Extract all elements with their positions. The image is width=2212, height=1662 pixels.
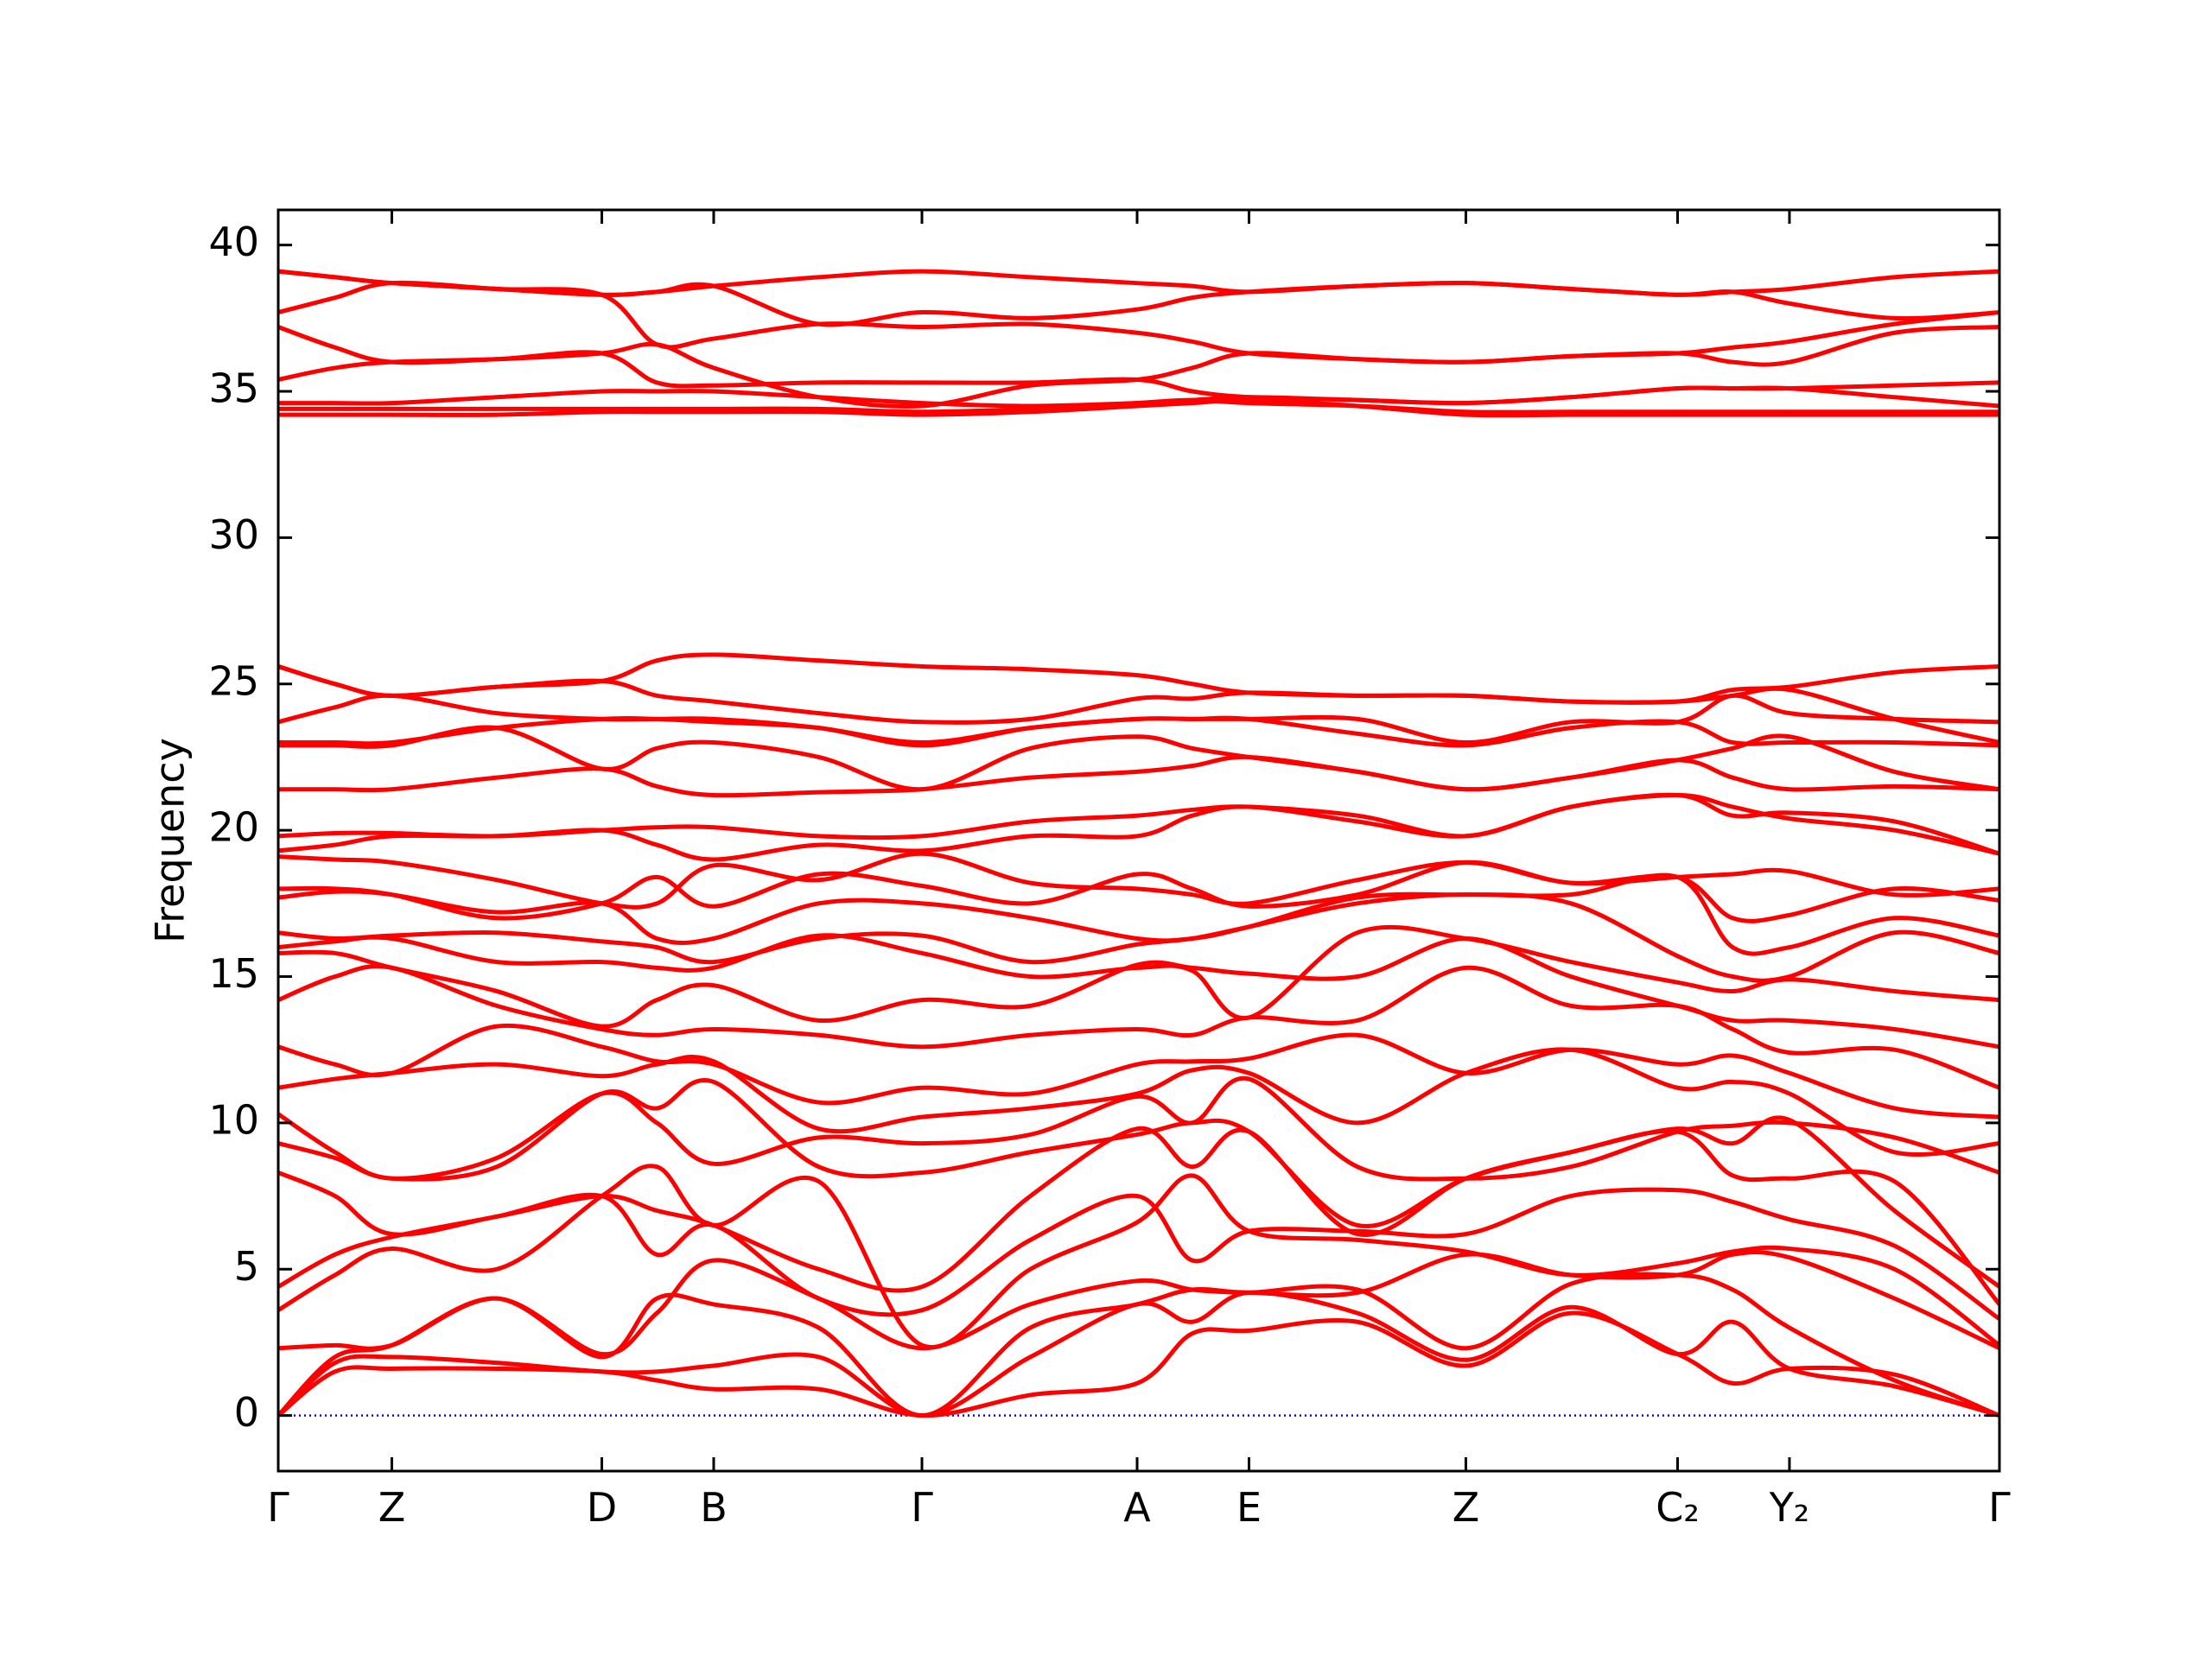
x-tick-label: Z <box>1452 1484 1480 1531</box>
x-tick-label: C₂ <box>1656 1484 1700 1531</box>
x-tick-label: D <box>587 1484 617 1531</box>
band-line <box>277 872 2000 956</box>
y-tick-label: 35 <box>208 365 259 412</box>
x-tick-label: E <box>1236 1484 1262 1531</box>
band-line <box>277 1023 2000 1120</box>
y-tick-label: 10 <box>208 1096 259 1143</box>
band-line <box>277 1078 2001 1289</box>
band-line <box>276 1187 2001 1321</box>
band-line <box>277 1047 2000 1157</box>
band-line <box>276 1310 2000 1418</box>
y-tick-label: 30 <box>208 511 259 558</box>
band-line <box>277 936 2000 1050</box>
x-tick-label: Γ <box>267 1484 289 1531</box>
band-line <box>277 1250 2001 1357</box>
x-tick-label: A <box>1123 1484 1151 1531</box>
y-tick-label: 25 <box>208 657 259 704</box>
band-line <box>277 693 2000 745</box>
y-tick-label: 40 <box>208 219 259 265</box>
x-tick-label: Γ <box>911 1484 933 1531</box>
band-line <box>277 964 2000 1090</box>
y-tick-label: 20 <box>208 804 259 851</box>
band-line <box>277 280 2000 367</box>
band-line <box>277 310 2000 409</box>
x-tick-label: Γ <box>1988 1484 2011 1531</box>
band-line <box>278 397 1999 418</box>
band-line <box>277 924 2000 1021</box>
band-line <box>277 860 2000 923</box>
x-tick-label: B <box>700 1484 728 1531</box>
band-line <box>277 652 2000 705</box>
y-axis-label: Frequency <box>147 738 194 943</box>
y-tick-label: 5 <box>234 1243 259 1290</box>
band-line <box>277 269 2000 297</box>
band-line <box>276 1290 2000 1418</box>
band-line <box>277 851 2000 910</box>
band-line <box>277 754 2000 798</box>
plot-frame <box>276 208 2001 1473</box>
x-tick-label: Z <box>378 1484 406 1531</box>
band-line <box>276 1075 2000 1182</box>
y-tick-label: 15 <box>208 950 259 997</box>
band-line <box>277 792 2000 856</box>
band-line <box>276 1164 2001 1350</box>
band-line <box>278 725 2000 792</box>
band-line <box>277 892 2000 983</box>
y-tick-label: 0 <box>234 1389 259 1436</box>
x-tick-label: Y₂ <box>1769 1484 1810 1531</box>
